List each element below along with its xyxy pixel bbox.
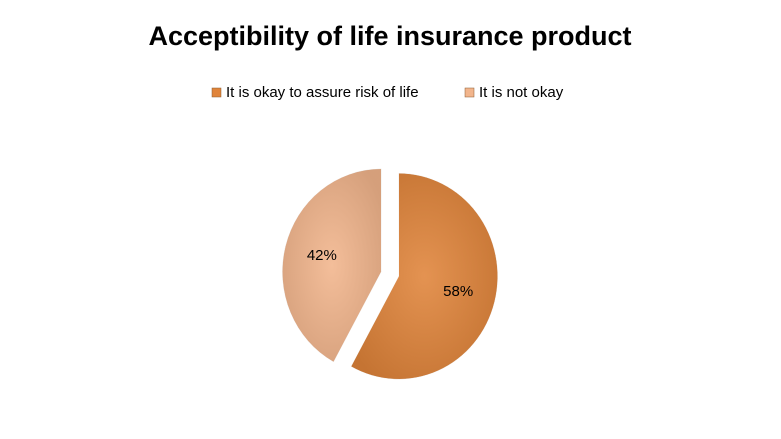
pie: 58% 42% [282,168,498,380]
legend-swatch [464,87,475,98]
chart-title: Acceptibility of life insurance product [148,21,631,51]
data-label: 42% [307,247,337,264]
legend: It is okay to assure risk of life It is n… [211,84,564,101]
legend-label: It is not okay [479,84,564,101]
legend-label: It is okay to assure risk of life [226,84,419,101]
data-label: 58% [443,283,473,300]
legend-swatch [211,87,222,98]
slice-shade [282,168,382,363]
slice-shade [351,173,498,380]
